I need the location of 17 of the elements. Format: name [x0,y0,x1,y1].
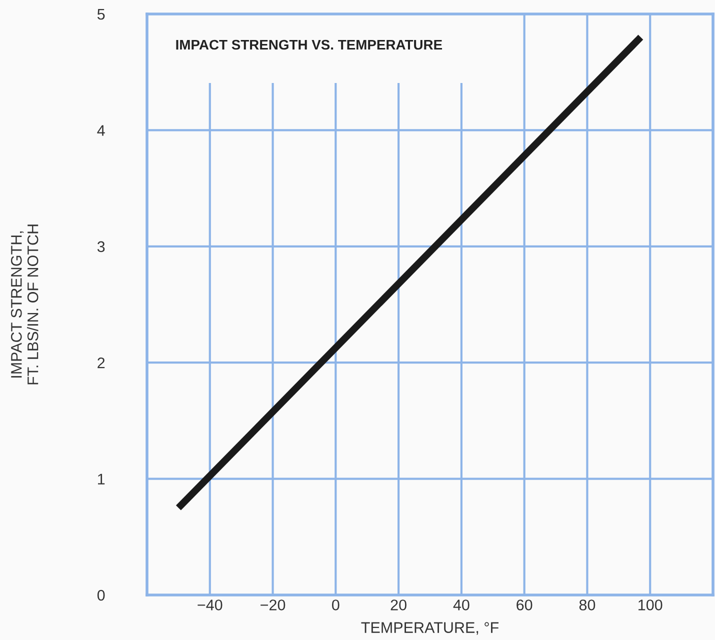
x-tick-label: 20 [390,600,406,610]
x-tick-label: −20 [260,600,286,610]
x-tick-label: 80 [579,600,596,610]
y-tick-label: 3 [97,241,105,252]
x-tick-label: 100 [638,600,662,610]
x-tick-label: −40 [198,600,222,610]
y-tick-label: 0 [97,590,105,601]
x-axis-title: TEMPERATURE, °F [361,622,499,635]
annotation: IMPACT STRENGTH VS. TEMPERATURE [176,40,442,50]
y-tick-label: 5 [97,9,105,20]
x-tick-label: 40 [453,600,470,610]
y-tick-label: 2 [98,357,105,368]
x-tick-label: 60 [516,600,532,610]
y-tick-label: 1 [98,474,105,484]
y-axis-title: IMPACT STRENGTH, FT. LBS/IN. OF NOTCH [10,224,38,384]
x-tick-label: 0 [332,600,340,610]
y-tick-label: 4 [97,125,105,136]
